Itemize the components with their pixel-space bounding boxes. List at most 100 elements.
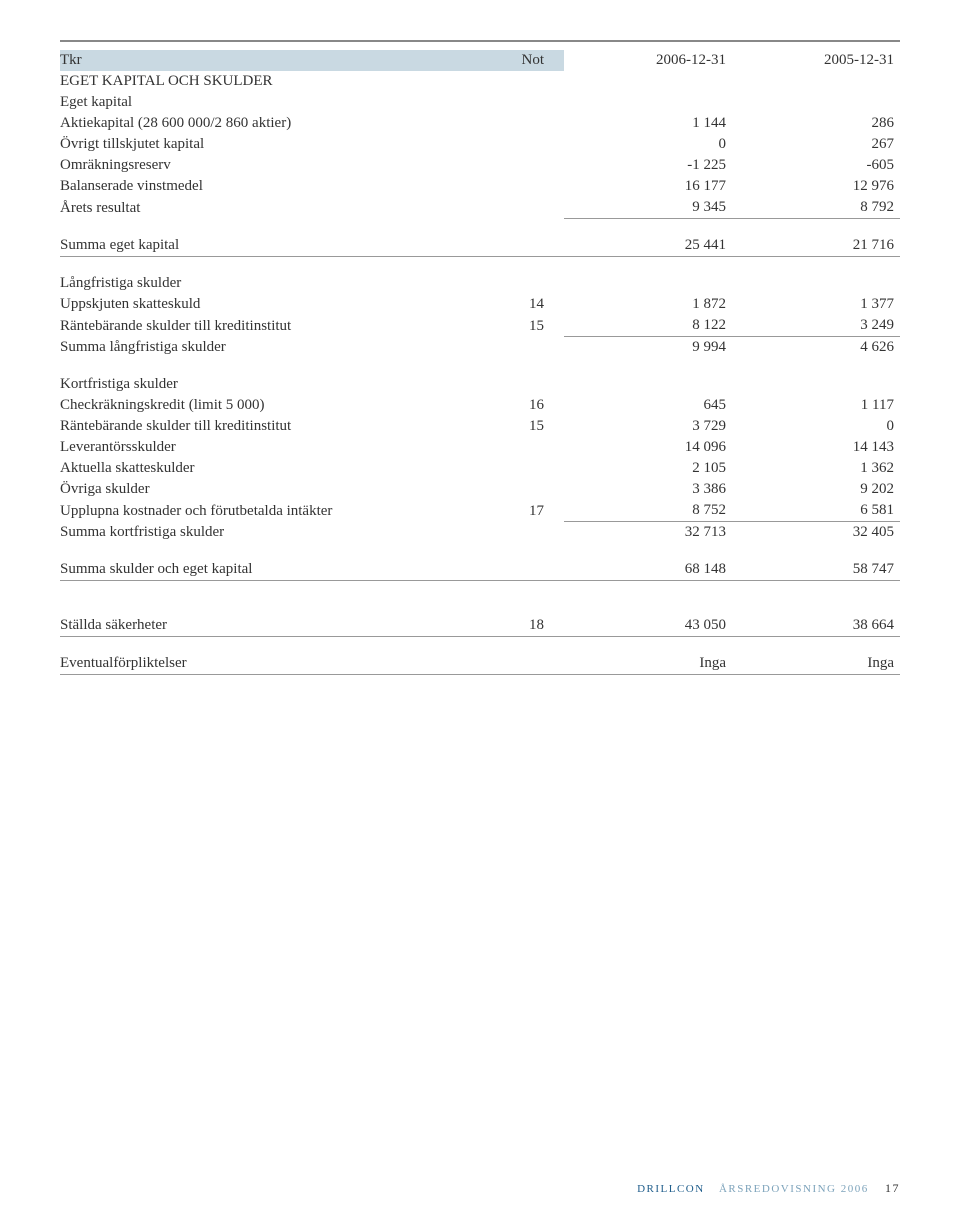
section-kortfristiga: Kortfristiga skulder [60, 358, 900, 395]
col-2005-header: 2005-12-31 [732, 50, 900, 71]
row-note [497, 437, 564, 458]
row-note: 15 [497, 315, 564, 337]
row-note [497, 458, 564, 479]
table-row: Upplupna kostnader och förutbetalda intä… [60, 500, 900, 522]
row-note [497, 543, 564, 581]
eventual-row: Eventualförpliktelser Inga Inga [60, 637, 900, 675]
row-label: Checkräkningskredit (limit 5 000) [60, 395, 497, 416]
table-row: Räntebärande skulder till kreditinstitut… [60, 315, 900, 337]
row-note: 17 [497, 500, 564, 522]
table-row: Balanserade vinstmedel 16 177 12 976 [60, 176, 900, 197]
row-note: 14 [497, 294, 564, 315]
summa-skulder-eget-row: Summa skulder och eget kapital 68 148 58… [60, 543, 900, 581]
row-v2: 38 664 [732, 581, 900, 637]
top-rule [60, 40, 900, 42]
row-v2: 6 581 [732, 500, 900, 522]
row-v2: 58 747 [732, 543, 900, 581]
row-label: Summa skulder och eget kapital [60, 543, 497, 581]
stallda-row: Ställda säkerheter 18 43 050 38 664 [60, 581, 900, 637]
row-v2: 267 [732, 134, 900, 155]
table-row: Övrigt tillskjutet kapital 0 267 [60, 134, 900, 155]
row-v2: 286 [732, 113, 900, 134]
section-langfristiga: Långfristiga skulder [60, 257, 900, 295]
col-label-header: Tkr [60, 50, 497, 71]
row-v1: 8 752 [564, 500, 732, 522]
footer-page-number: 17 [885, 1181, 900, 1195]
row-v1: 14 096 [564, 437, 732, 458]
row-note [497, 337, 564, 359]
row-v1: 32 713 [564, 522, 732, 544]
row-note: 18 [497, 581, 564, 637]
row-v1: Inga [564, 637, 732, 675]
table-row: Uppskjuten skatteskuld 14 1 872 1 377 [60, 294, 900, 315]
row-v1: 1 144 [564, 113, 732, 134]
table-row: Räntebärande skulder till kreditinstitut… [60, 416, 900, 437]
balance-sheet-table: Tkr Not 2006-12-31 2005-12-31 EGET KAPIT… [60, 50, 900, 675]
row-note [497, 479, 564, 500]
row-v1: -1 225 [564, 155, 732, 176]
row-v2: 1 362 [732, 458, 900, 479]
col-2006-header: 2006-12-31 [564, 50, 732, 71]
row-v2: 3 249 [732, 315, 900, 337]
page-content: Tkr Not 2006-12-31 2005-12-31 EGET KAPIT… [0, 0, 960, 1226]
row-label: Övriga skulder [60, 479, 497, 500]
row-v2: 0 [732, 416, 900, 437]
summa-langfristiga-row: Summa långfristiga skulder 9 994 4 626 [60, 337, 900, 359]
row-v1: 8 122 [564, 315, 732, 337]
subsection-eget-kapital: Eget kapital [60, 92, 900, 113]
row-v1: 43 050 [564, 581, 732, 637]
section-title: EGET KAPITAL OCH SKULDER [60, 71, 497, 92]
table-row: Aktuella skatteskulder 2 105 1 362 [60, 458, 900, 479]
footer-brand: DRILLCON [637, 1183, 705, 1195]
row-label: Ställda säkerheter [60, 581, 497, 637]
row-label: Summa långfristiga skulder [60, 337, 497, 359]
summa-kortfristiga-row: Summa kortfristiga skulder 32 713 32 405 [60, 522, 900, 544]
row-v2: 32 405 [732, 522, 900, 544]
row-label: Aktiekapital (28 600 000/2 860 aktier) [60, 113, 497, 134]
row-label: Summa kortfristiga skulder [60, 522, 497, 544]
row-v1: 1 872 [564, 294, 732, 315]
section-title: Långfristiga skulder [60, 257, 497, 295]
row-v1: 3 729 [564, 416, 732, 437]
row-label: Årets resultat [60, 197, 497, 219]
row-v2: -605 [732, 155, 900, 176]
section-title: Kortfristiga skulder [60, 358, 497, 395]
row-v2: 12 976 [732, 176, 900, 197]
row-v2: 1 377 [732, 294, 900, 315]
row-note [497, 219, 564, 257]
row-label: Räntebärande skulder till kreditinstitut [60, 315, 497, 337]
row-v2: 14 143 [732, 437, 900, 458]
row-note: 16 [497, 395, 564, 416]
section-eget-kapital: EGET KAPITAL OCH SKULDER [60, 71, 900, 92]
row-note [497, 113, 564, 134]
row-label: Eventualförpliktelser [60, 637, 497, 675]
summa-eget-kapital-row: Summa eget kapital 25 441 21 716 [60, 219, 900, 257]
row-v2: 9 202 [732, 479, 900, 500]
row-label: Summa eget kapital [60, 219, 497, 257]
col-note-header: Not [497, 50, 564, 71]
row-label: Räntebärande skulder till kreditinstitut [60, 416, 497, 437]
table-header-row: Tkr Not 2006-12-31 2005-12-31 [60, 50, 900, 71]
row-label: Leverantörsskulder [60, 437, 497, 458]
row-note [497, 134, 564, 155]
row-note [497, 522, 564, 544]
table-row: Checkräkningskredit (limit 5 000) 16 645… [60, 395, 900, 416]
table-row: Aktiekapital (28 600 000/2 860 aktier) 1… [60, 113, 900, 134]
table-row: Årets resultat 9 345 8 792 [60, 197, 900, 219]
row-label: Upplupna kostnader och förutbetalda intä… [60, 500, 497, 522]
row-note [497, 197, 564, 219]
row-label: Aktuella skatteskulder [60, 458, 497, 479]
page-footer: DRILLCON ÅRSREDOVISNING 2006 17 [637, 1181, 900, 1196]
row-v2: 21 716 [732, 219, 900, 257]
row-v1: 2 105 [564, 458, 732, 479]
row-v2: 1 117 [732, 395, 900, 416]
row-v2: 8 792 [732, 197, 900, 219]
table-row: Omräkningsreserv -1 225 -605 [60, 155, 900, 176]
row-note [497, 176, 564, 197]
row-note [497, 637, 564, 675]
subsection-title: Eget kapital [60, 92, 497, 113]
row-v1: 3 386 [564, 479, 732, 500]
row-v1: 68 148 [564, 543, 732, 581]
footer-report: ÅRSREDOVISNING 2006 [719, 1183, 869, 1195]
row-v1: 16 177 [564, 176, 732, 197]
